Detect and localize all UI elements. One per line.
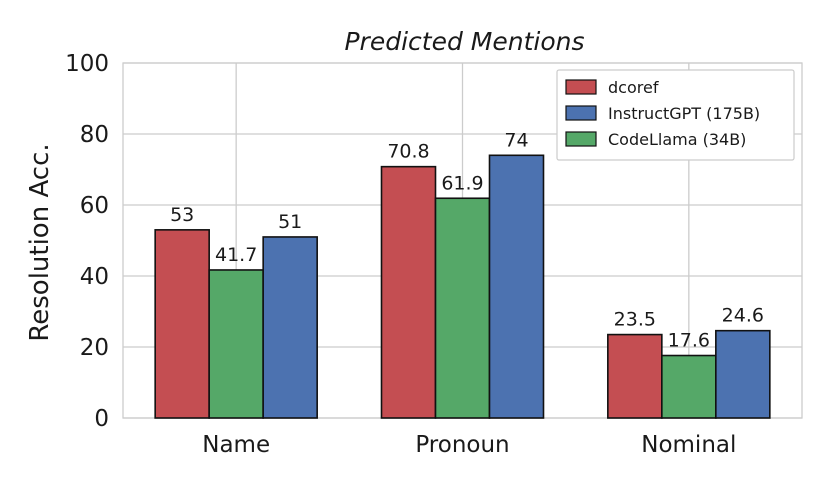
data-labels: 53 41.7 51 70.8 61.9 74 23.5 17.6 24.6 — [170, 129, 764, 351]
legend: dcoref InstructGPT (175B) CodeLlama (34B) — [556, 69, 795, 161]
data-label: 17.6 — [668, 330, 710, 352]
legend-swatch — [565, 79, 597, 95]
x-tick-label: Nominal — [641, 432, 736, 458]
y-tick-label: 80 — [80, 122, 109, 148]
x-tick-label: Pronoun — [415, 432, 509, 458]
legend-box — [556, 69, 795, 161]
data-label: 24.6 — [722, 305, 764, 327]
y-tick-label: 60 — [80, 193, 109, 219]
x-tick-label: Name — [202, 432, 270, 458]
legend-label: dcoref — [608, 78, 659, 97]
bar — [208, 269, 264, 419]
legend-swatch — [565, 131, 597, 147]
bar — [488, 154, 545, 419]
y-tick-label: 0 — [94, 406, 109, 432]
y-axis-ticks: 0 20 40 60 80 100 — [65, 51, 109, 432]
bar — [661, 354, 717, 419]
data-label: 61.9 — [441, 172, 483, 194]
data-label: 23.5 — [614, 309, 656, 331]
x-axis-ticks: Name Pronoun Nominal — [202, 432, 736, 458]
bars — [154, 154, 771, 419]
data-label: 53 — [170, 204, 194, 226]
data-label: 41.7 — [215, 244, 257, 266]
y-tick-label: 20 — [80, 335, 109, 361]
bar — [434, 197, 491, 419]
data-label: 74 — [504, 129, 528, 151]
chart-title: Predicted Mentions — [344, 27, 584, 56]
bar — [380, 165, 437, 419]
y-axis-label: Resolution Acc. — [25, 143, 55, 341]
bar — [262, 236, 318, 419]
legend-swatch — [565, 105, 597, 121]
y-tick-label: 100 — [65, 51, 109, 77]
bar — [154, 229, 210, 419]
legend-label: InstructGPT (175B) — [608, 104, 760, 123]
bar — [715, 329, 771, 419]
y-tick-label: 40 — [80, 264, 109, 290]
data-label: 51 — [278, 211, 302, 233]
legend-label: CodeLlama (34B) — [608, 130, 746, 149]
bar — [607, 333, 663, 419]
data-label: 70.8 — [387, 141, 429, 163]
